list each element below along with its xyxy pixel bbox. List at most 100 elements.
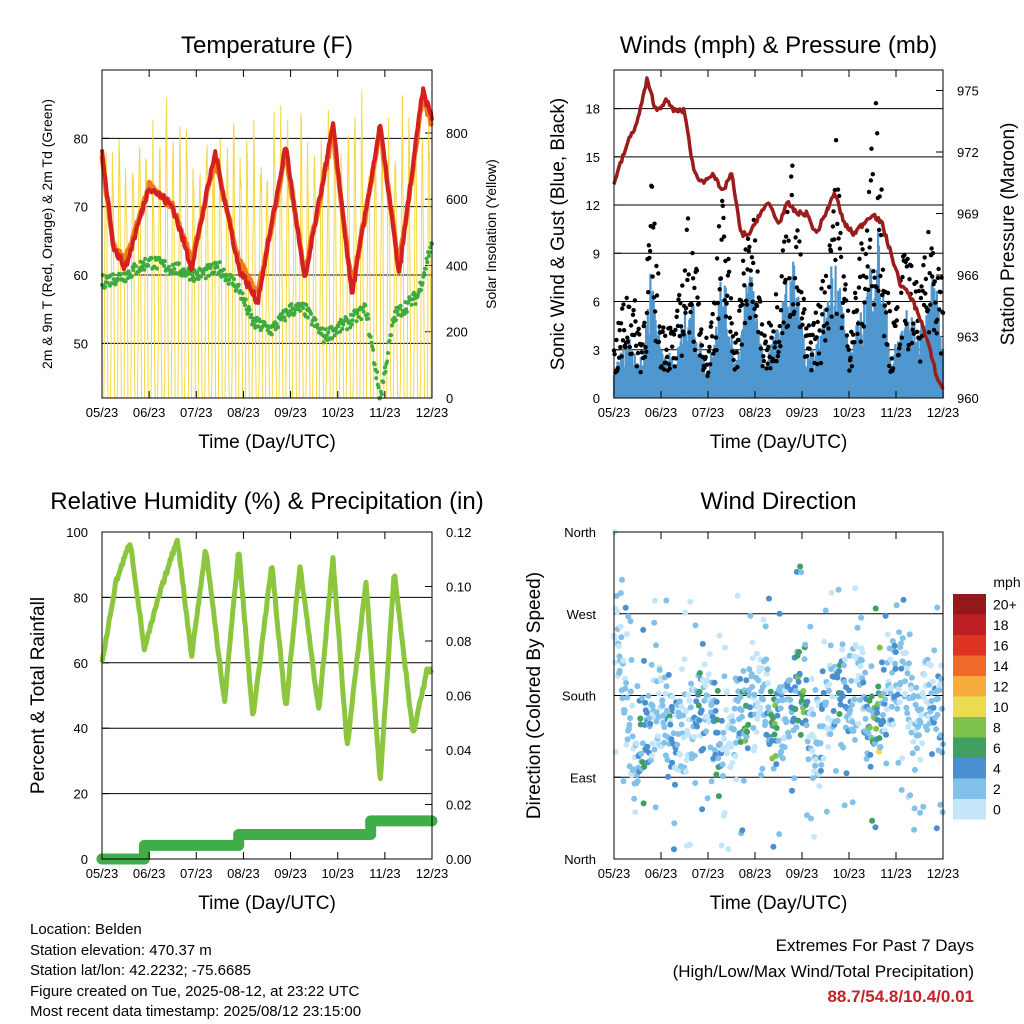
point-dewpoint: [166, 264, 171, 269]
point-wind-direction: [863, 755, 870, 762]
point-gust: [656, 339, 662, 345]
point-gust: [679, 353, 684, 358]
point-gust: [883, 310, 889, 315]
point-gust: [726, 269, 732, 274]
y-right-tick-label: 969: [957, 207, 979, 222]
point-dewpoint: [332, 333, 337, 338]
point-wind-direction: [796, 670, 803, 677]
point-wind-direction: [802, 641, 809, 648]
colorbar-swatch: [953, 799, 986, 820]
point-gust: [806, 323, 812, 328]
point-dewpoint: [369, 340, 374, 345]
point-gust: [827, 243, 832, 248]
point-dewpoint: [234, 287, 239, 292]
point-dewpoint: [415, 293, 420, 298]
point-gust: [698, 330, 703, 336]
point-wind-direction: [797, 731, 804, 738]
point-wind-direction: [809, 775, 816, 781]
point-gust: [795, 228, 800, 233]
point-wind-direction: [812, 687, 819, 693]
point-wind-direction: [651, 597, 658, 604]
point-wind-direction: [701, 661, 708, 668]
point-wind-direction: [810, 734, 817, 741]
point-wind-direction: [759, 765, 766, 772]
point-dewpoint: [354, 319, 359, 324]
colorbar-swatch: [953, 696, 986, 717]
point-wind-direction: [713, 771, 720, 778]
point-wind-direction: [629, 702, 636, 709]
point-dewpoint: [283, 318, 288, 323]
point-gust: [928, 302, 933, 307]
point-gust: [909, 263, 914, 269]
colorbar-label: 6: [993, 740, 1001, 756]
point-gust: [829, 314, 834, 319]
point-gust: [839, 325, 844, 331]
point-gust: [657, 324, 662, 329]
point-gust: [730, 334, 736, 339]
point-wind-direction: [623, 741, 630, 748]
point-wind-direction: [820, 755, 827, 762]
point-wind-direction: [755, 699, 761, 706]
point-gust: [725, 273, 731, 278]
point-wind-direction: [892, 660, 899, 667]
point-gust: [785, 209, 790, 215]
plot-border: [613, 69, 944, 399]
point-wind-direction: [670, 730, 677, 737]
point-gust: [838, 230, 843, 236]
y-tick-label: 0: [593, 391, 600, 406]
point-dewpoint: [221, 267, 226, 272]
point-wind-direction: [642, 699, 649, 706]
point-wind-direction: [762, 623, 769, 630]
point-dewpoint: [196, 277, 201, 281]
point-gust: [877, 194, 882, 199]
point-gust: [723, 314, 729, 319]
point-gust: [668, 325, 673, 330]
point-gust: [776, 349, 781, 355]
point-wind-direction: [687, 704, 694, 711]
x-tick-label: 05/23: [598, 405, 631, 420]
point-dewpoint: [341, 322, 346, 327]
point-wind-direction: [723, 706, 730, 713]
point-wind-direction: [677, 751, 684, 758]
point-wind-direction: [904, 670, 911, 677]
point-wind-direction: [927, 662, 934, 669]
point-wind-direction: [663, 597, 670, 604]
point-wind-direction: [730, 726, 737, 733]
point-wind-direction: [660, 712, 667, 719]
y-tick-label: North: [564, 525, 596, 540]
point-wind-direction: [849, 701, 855, 708]
point-wind-direction: [663, 683, 670, 690]
point-gust: [907, 277, 912, 282]
point-gust: [769, 335, 774, 340]
point-wind-direction: [853, 643, 860, 650]
speed-colorbar: mph 0 2 4 6 8 10 12 14 16 18 20+: [953, 574, 1021, 820]
series-station-pressure: [612, 76, 945, 390]
point-wind-direction: [773, 725, 780, 731]
x-tick-label: 10/23: [321, 405, 354, 420]
point-gust: [754, 303, 760, 309]
y-tick-label: 60: [74, 268, 88, 283]
y-tick-label: 50: [74, 336, 88, 351]
point-wind-direction: [822, 607, 829, 614]
chart-title: Temperature (F): [181, 32, 353, 59]
colorbar-swatch: [953, 635, 986, 656]
point-dewpoint: [103, 284, 108, 289]
point-wind-direction: [851, 696, 858, 703]
point-wind-direction: [758, 772, 764, 778]
point-gust: [617, 328, 622, 333]
point-wind-direction: [766, 595, 772, 602]
point-gust: [820, 278, 825, 284]
point-gust: [895, 305, 900, 310]
point-wind-direction: [696, 688, 703, 695]
point-wind-direction: [724, 688, 730, 695]
point-gust: [911, 331, 917, 336]
point-gust: [823, 338, 828, 343]
y-tick-label: 15: [586, 150, 600, 165]
point-gust: [721, 215, 726, 221]
point-wind-direction: [827, 642, 834, 649]
point-gust: [792, 276, 798, 281]
point-gust: [926, 330, 932, 335]
point-wind-direction: [644, 743, 651, 750]
point-gust: [623, 345, 628, 350]
point-wind-direction: [680, 734, 687, 741]
